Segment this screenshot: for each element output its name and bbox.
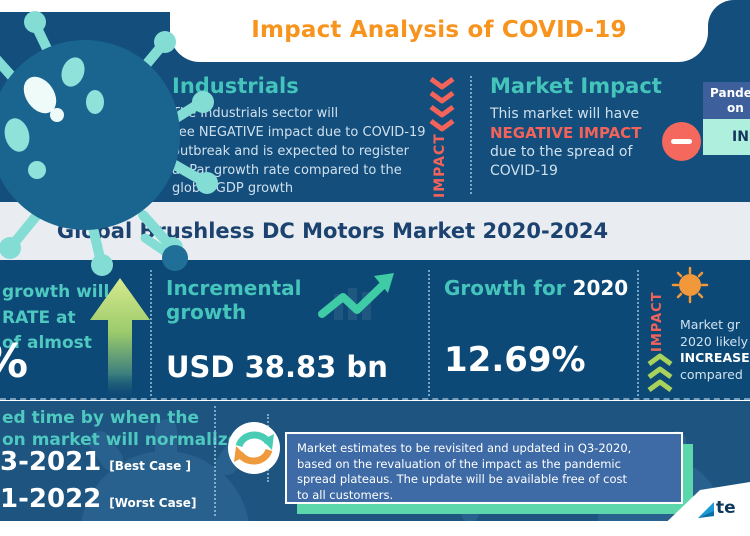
divider-stats-2	[428, 270, 430, 396]
growth-2020-panel: Growth for 2020	[444, 276, 629, 301]
pandemic-impact-box: Pande on IN	[703, 82, 750, 155]
impact-side-line1: Market gr	[680, 317, 741, 332]
update-note: Market estimates to be revisited and upd…	[285, 432, 683, 504]
coronavirus-illustration	[0, 11, 218, 276]
brand-wedge	[652, 482, 750, 536]
cagr-big-value: %	[0, 334, 28, 388]
impact-vertical-label-top: IMPACT	[432, 133, 448, 198]
incremental-growth-heading: Incremental growth	[166, 276, 302, 324]
page-title: Impact Analysis of COVID-19	[251, 17, 627, 43]
pandemic-box-header: Pande on	[703, 82, 750, 119]
bottom-white-strip	[0, 521, 750, 536]
pandemic-box-line2: on	[727, 101, 744, 115]
chevron-down-icon	[429, 76, 455, 132]
industrials-body: The Industrials sector will see NEGATIVE…	[172, 106, 426, 197]
cagr-line3: of almost	[2, 333, 92, 353]
worst-case-value: 1-2022	[0, 484, 102, 514]
best-case-row: 3-2021 [Best Case ]	[0, 447, 191, 477]
divider-top-section	[470, 76, 472, 194]
incremental-growth-panel: Incremental growth	[166, 276, 302, 324]
pandemic-box-value: IN	[703, 119, 750, 155]
trend-line-icon	[318, 273, 394, 320]
refresh-icon	[228, 422, 280, 474]
chevron-up-icon	[647, 353, 673, 393]
brand-name-fragment: te	[716, 498, 736, 518]
worst-case-label: [Worst Case]	[109, 496, 197, 510]
divider-bottom	[214, 406, 216, 516]
market-impact-highlight: NEGATIVE IMPACT	[490, 123, 642, 142]
cagr-panel-text: growth will RATE at of almost	[2, 280, 109, 357]
industrials-section: Industrials The Industrials sector will …	[172, 74, 426, 199]
worst-case-row: 1-2022 [Worst Case]	[0, 484, 196, 514]
growth-2020-year: 2020	[572, 276, 629, 300]
cagr-line1: growth will	[2, 282, 110, 302]
impact-side-line3: INCREASE	[680, 350, 750, 365]
growth-2020-heading: Growth for	[444, 276, 573, 300]
normalize-heading: ed time by when the on market will norma…	[2, 408, 240, 451]
minus-circle-icon	[662, 122, 701, 161]
industrials-heading: Industrials	[172, 74, 299, 98]
market-impact-line2: due to the spread of COVID-19	[490, 144, 633, 180]
impact-side-line4: compared	[680, 366, 743, 382]
impact-side-line2: 2020 likely	[680, 333, 749, 349]
impact-side-note: Market gr 2020 likely INCREASE compared	[680, 317, 750, 383]
divider-stats-1	[150, 270, 152, 396]
best-case-value: 3-2021	[0, 447, 102, 477]
market-impact-line: This market will have	[490, 106, 640, 122]
up-arrow-icon	[90, 278, 150, 398]
pandemic-box-line1: Pande	[710, 86, 750, 100]
best-case-label: [Best Case ]	[109, 459, 191, 473]
impact-vertical-label-side: IMPACT	[650, 291, 665, 352]
market-impact-section: Market Impact This market will have NEGA…	[490, 74, 662, 181]
virus-icon	[671, 266, 709, 304]
header-banner: Impact Analysis of COVID-19	[170, 0, 708, 62]
growth-2020-value: 12.69%	[444, 340, 586, 380]
dashed-separator	[0, 398, 750, 400]
incremental-growth-value: USD 38.83 bn	[166, 350, 388, 384]
divider-stats-3	[637, 270, 639, 396]
cagr-line2: RATE at	[2, 307, 76, 328]
market-impact-heading: Market Impact	[490, 74, 662, 98]
